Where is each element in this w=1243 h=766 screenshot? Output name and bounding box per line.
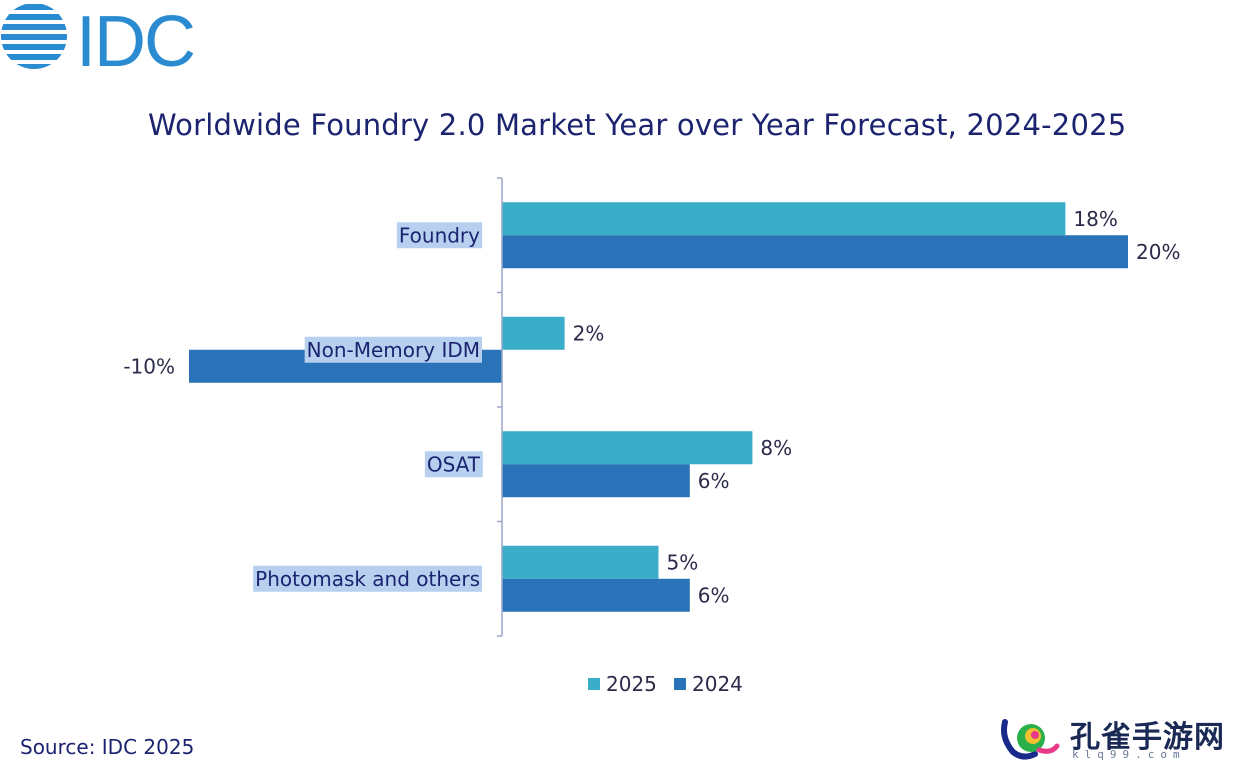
bar-2024-0	[502, 235, 1128, 269]
category-highlight-3	[253, 565, 482, 592]
bar-2024-3	[502, 578, 690, 612]
bar-2025-1	[502, 316, 565, 350]
data-label-2025-2: 8%	[760, 436, 792, 460]
category-label-2: OSAT	[427, 452, 481, 476]
data-label-2024-0: 20%	[1136, 240, 1180, 264]
data-label-2025-1: 2%	[573, 321, 605, 345]
legend-swatch-2025	[588, 678, 600, 690]
source-note: Source: IDC 2025	[20, 735, 195, 759]
category-label-0: Foundry	[399, 223, 480, 247]
data-label-2025-3: 5%	[667, 550, 699, 574]
legend-label-2024: 2024	[692, 672, 743, 696]
bar-2025-3	[502, 545, 659, 579]
category-highlight-1	[304, 336, 482, 363]
bar-2025-0	[502, 202, 1066, 236]
legend-swatch-2024	[674, 678, 686, 690]
data-label-2024-1: -10%	[123, 354, 175, 378]
legend-label-2025: 2025	[606, 672, 657, 696]
category-highlight-0	[396, 222, 483, 249]
category-label-1: Non-Memory IDM	[307, 338, 480, 362]
watermark-logo	[1001, 719, 1060, 760]
idc-globe-icon	[1, 4, 67, 69]
idc-logo: IDC	[1, 2, 196, 74]
category-highlight-2	[424, 451, 483, 478]
idc-logo-text: IDC	[76, 2, 194, 74]
watermark-text: 孔雀手游网	[1070, 720, 1225, 755]
bar-2025-2	[502, 431, 753, 465]
category-label-3: Photomask and others	[255, 567, 480, 591]
data-label-2024-3: 6%	[698, 583, 730, 607]
chart-title: Worldwide Foundry 2.0 Market Year over Y…	[148, 108, 1127, 142]
bar-2024-2	[502, 464, 690, 498]
peacock-icon	[1001, 719, 1060, 760]
data-label-2024-2: 6%	[698, 469, 730, 493]
watermark-subtext: klq99.com	[1072, 748, 1186, 761]
data-label-2025-0: 18%	[1073, 207, 1117, 231]
